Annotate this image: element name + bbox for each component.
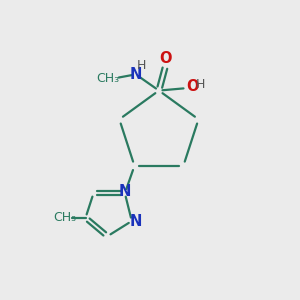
Text: O: O bbox=[160, 51, 172, 66]
Text: N: N bbox=[130, 67, 142, 82]
Text: N: N bbox=[129, 214, 142, 229]
Text: CH₃: CH₃ bbox=[53, 211, 76, 224]
Text: H: H bbox=[196, 78, 205, 91]
Text: N: N bbox=[119, 184, 131, 199]
Text: CH₃: CH₃ bbox=[96, 72, 119, 85]
Text: H: H bbox=[136, 59, 146, 72]
Text: O: O bbox=[186, 79, 199, 94]
